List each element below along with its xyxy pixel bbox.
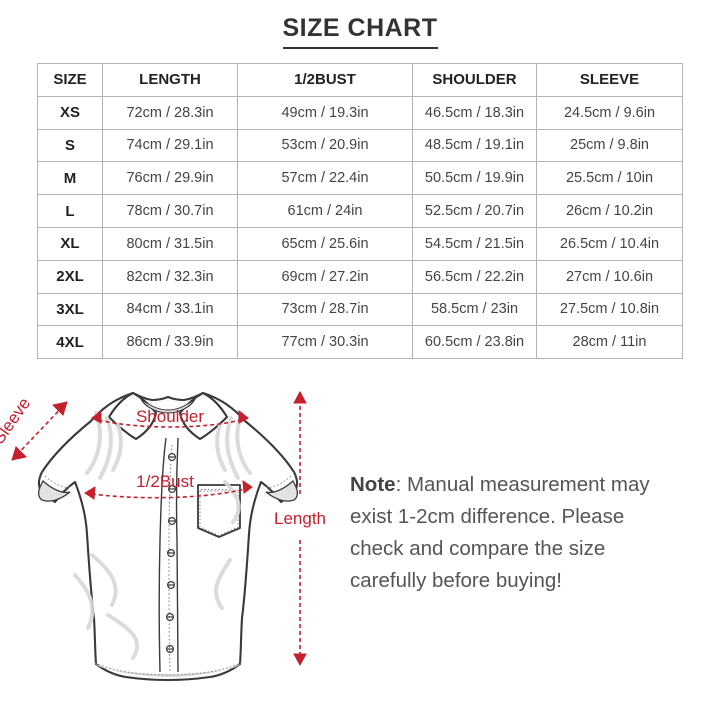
svg-text:1/2Bust: 1/2Bust <box>136 472 194 491</box>
svg-text:Length: Length <box>274 509 326 528</box>
svg-text:Sleeve: Sleeve <box>0 394 34 447</box>
svg-text:Shoulder: Shoulder <box>136 407 204 426</box>
